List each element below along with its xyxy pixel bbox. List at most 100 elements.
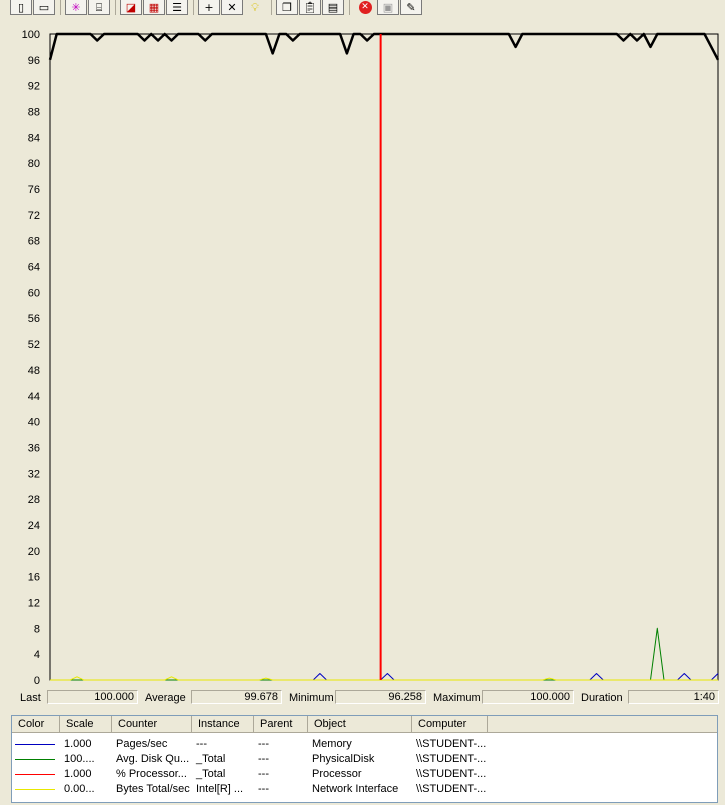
legend-column-instance[interactable]: Instance bbox=[192, 716, 254, 733]
view-report-icon: ☰ bbox=[172, 0, 182, 14]
y-tick-label: 48 bbox=[28, 365, 40, 377]
color-swatch bbox=[15, 743, 55, 745]
properties-button[interactable]: ▤ bbox=[322, 0, 344, 15]
minimum-label: Minimum bbox=[289, 692, 334, 704]
y-tick-label: 56 bbox=[28, 313, 40, 325]
average-label: Average bbox=[145, 692, 186, 704]
legend-column-object[interactable]: Object bbox=[308, 716, 412, 733]
copy-properties-button[interactable]: ❐ bbox=[276, 0, 298, 15]
paste-counter-list-button[interactable]: 📋︎ bbox=[299, 0, 321, 15]
legend-object-cell: Network Interface bbox=[312, 783, 399, 795]
legend-counter-cell: Pages/sec bbox=[116, 738, 168, 750]
y-tick-label: 40 bbox=[28, 417, 40, 429]
help-button[interactable]: ✎ bbox=[400, 0, 422, 15]
legend-row[interactable]: 100.... Avg. Disk Qu... _Total --- PhysicalD… bbox=[12, 752, 717, 767]
legend-color-cell bbox=[12, 752, 60, 767]
view-report-button[interactable]: ☰ bbox=[166, 0, 188, 15]
legend-instance-cell: _Total bbox=[196, 753, 226, 765]
clear-display-button[interactable]: ▭ bbox=[33, 0, 55, 15]
legend-column-parent[interactable]: Parent bbox=[254, 716, 308, 733]
color-swatch bbox=[15, 788, 55, 790]
duration-label: Duration bbox=[581, 692, 623, 704]
view-current-activity-button[interactable]: ✳ bbox=[65, 0, 87, 15]
legend-computer-cell: \\STUDENT-... bbox=[416, 753, 487, 765]
update-data-icon: ▣ bbox=[382, 0, 394, 14]
view-log-data-button[interactable]: ⌸ bbox=[88, 0, 110, 15]
paste-counter-list-icon: 📋︎ bbox=[303, 0, 317, 14]
add-counter-button[interactable]: + bbox=[198, 0, 220, 15]
value-bar: Last 100.000 Average 99.678 Minimum 96.2… bbox=[0, 689, 725, 707]
legend-instance-cell: --- bbox=[196, 738, 207, 750]
y-tick-label: 60 bbox=[28, 287, 40, 299]
legend-parent-cell: --- bbox=[258, 783, 269, 795]
y-tick-label: 80 bbox=[28, 158, 40, 170]
legend-object-cell: PhysicalDisk bbox=[312, 753, 375, 765]
view-graph-button[interactable]: ◪ bbox=[120, 0, 142, 15]
freeze-display-button[interactable]: ✕ bbox=[354, 0, 376, 15]
legend-scale-cell: 0.00... bbox=[64, 783, 95, 795]
new-counter-set-icon: ▯ bbox=[17, 0, 25, 14]
toolbar-separator bbox=[271, 0, 272, 15]
new-counter-set-button[interactable]: ▯ bbox=[10, 0, 32, 15]
legend-computer-cell: \\STUDENT-... bbox=[416, 738, 487, 750]
legend-body: 1.000 Pages/sec --- --- Memory \\STUDENT-... 1… bbox=[12, 733, 717, 797]
maximum-label: Maximum bbox=[433, 692, 481, 704]
legend-parent-cell: --- bbox=[258, 753, 269, 765]
highlight-button[interactable]: 💡︎ bbox=[244, 0, 266, 15]
y-tick-label: 8 bbox=[34, 623, 40, 635]
y-tick-label: 76 bbox=[28, 184, 40, 196]
y-tick-label: 64 bbox=[28, 262, 40, 274]
performance-graph[interactable]: 1009692888480767268646056524844403632282… bbox=[0, 24, 725, 689]
legend-column-color[interactable]: Color bbox=[12, 716, 60, 733]
counter-legend[interactable]: Color Scale Counter Instance Parent Object Com… bbox=[11, 715, 718, 803]
properties-icon: ▤ bbox=[327, 0, 339, 14]
y-tick-label: 4 bbox=[34, 649, 40, 661]
toolbar-separator bbox=[60, 0, 61, 15]
legend-column-counter[interactable]: Counter bbox=[112, 716, 192, 733]
y-tick-label: 20 bbox=[28, 546, 40, 558]
legend-counter-cell: Avg. Disk Qu... bbox=[116, 753, 190, 765]
legend-scale-cell: 100.... bbox=[64, 753, 95, 765]
y-tick-label: 28 bbox=[28, 494, 40, 506]
legend-parent-cell: --- bbox=[258, 738, 269, 750]
clear-display-icon: ▭ bbox=[38, 0, 50, 14]
help-icon: ✎ bbox=[406, 0, 416, 14]
legend-object-cell: Processor bbox=[312, 768, 362, 780]
highlight-icon: 💡︎ bbox=[251, 0, 259, 14]
y-tick-label: 72 bbox=[28, 210, 40, 222]
y-tick-label: 16 bbox=[28, 572, 40, 584]
legend-object-cell: Memory bbox=[312, 738, 352, 750]
legend-counter-cell: % Processor... bbox=[116, 768, 187, 780]
color-swatch bbox=[15, 758, 55, 760]
add-counter-icon: + bbox=[204, 0, 214, 14]
maximum-value: 100.000 bbox=[482, 690, 574, 704]
y-tick-label: 68 bbox=[28, 236, 40, 248]
legend-counter-cell: Bytes Total/sec bbox=[116, 783, 190, 795]
y-tick-label: 84 bbox=[28, 132, 40, 144]
legend-row[interactable]: 1.000 Pages/sec --- --- Memory \\STUDENT-... bbox=[12, 737, 717, 752]
legend-column-computer[interactable]: Computer bbox=[412, 716, 488, 733]
view-histogram-button[interactable]: ▦ bbox=[143, 0, 165, 15]
update-data-button[interactable]: ▣ bbox=[377, 0, 399, 15]
legend-scale-cell: 1.000 bbox=[64, 738, 92, 750]
delete-counter-button[interactable]: ✕ bbox=[221, 0, 243, 15]
y-tick-label: 36 bbox=[28, 442, 40, 454]
legend-column-scale[interactable]: Scale bbox=[60, 716, 112, 733]
y-tick-label: 100 bbox=[22, 29, 40, 41]
y-tick-label: 12 bbox=[28, 597, 40, 609]
duration-value: 1:40 bbox=[628, 690, 719, 704]
plot-area bbox=[49, 33, 719, 681]
legend-instance-cell: _Total bbox=[196, 768, 226, 780]
y-tick-label: 32 bbox=[28, 468, 40, 480]
delete-counter-icon: ✕ bbox=[227, 0, 237, 14]
last-label: Last bbox=[20, 692, 41, 704]
legend-row[interactable]: 0.00... Bytes Total/sec Intel[R] ... --- Net… bbox=[12, 782, 717, 797]
y-tick-label: 88 bbox=[28, 107, 40, 119]
legend-header: Color Scale Counter Instance Parent Object Com… bbox=[12, 716, 717, 733]
legend-row[interactable]: 1.000 % Processor... _Total --- Processor \\S… bbox=[12, 767, 717, 782]
toolbar-separator bbox=[115, 0, 116, 15]
toolbar-separator bbox=[193, 0, 194, 15]
freeze-display-icon: ✕ bbox=[358, 0, 372, 14]
copy-properties-icon: ❐ bbox=[282, 0, 292, 14]
view-log-data-icon: ⌸ bbox=[95, 0, 103, 14]
